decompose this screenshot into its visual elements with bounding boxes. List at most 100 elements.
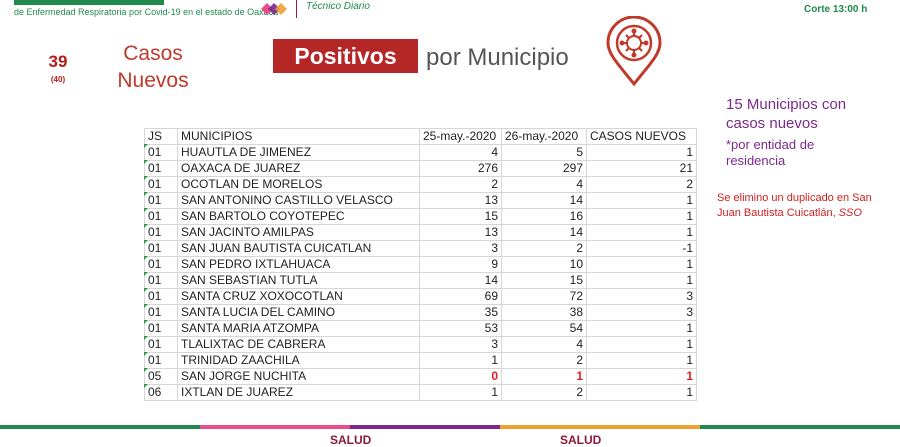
col-header-new-cases: CASOS NUEVOS — [586, 128, 697, 145]
cell-js: 01 — [144, 272, 178, 289]
footer-logo-salud-state: SALUD — [560, 433, 602, 447]
cell-date2: 1 — [501, 368, 587, 385]
cell-js: 01 — [144, 144, 178, 161]
cell-new-cases: 1 — [586, 224, 697, 241]
table-row: 05 SAN JORGE NUCHITA 0 1 1 — [144, 368, 697, 385]
cell-js: 05 — [144, 368, 178, 385]
cell-new-cases: 3 — [586, 304, 697, 321]
table-row: 01 OCOTLAN DE MORELOS 2 4 2 — [144, 176, 697, 193]
cell-municipio: IXTLAN DE JUAREZ — [177, 384, 420, 401]
cell-js: 01 — [144, 240, 178, 257]
cell-municipio: SANTA MARIA ATZOMPA — [177, 320, 420, 337]
cell-municipio: SANTA CRUZ XOXOCOTLAN — [177, 288, 420, 305]
header-banner — [14, 0, 164, 5]
cell-date2: 2 — [501, 352, 587, 369]
cell-js: 01 — [144, 336, 178, 353]
cell-js: 01 — [144, 304, 178, 321]
cell-js: 01 — [144, 352, 178, 369]
new-cases-count: 39 — [48, 52, 68, 71]
cell-date2: 38 — [501, 304, 587, 321]
cell-date2: 4 — [501, 176, 587, 193]
cell-js: 01 — [144, 224, 178, 241]
cell-municipio: SAN JACINTO AMILPAS — [177, 224, 420, 241]
cell-new-cases: 1 — [586, 256, 697, 273]
table-row: 01 TRINIDAD ZAACHILA 1 2 1 — [144, 352, 697, 369]
new-cases-label-line2: Nuevos — [117, 69, 189, 92]
header-divider — [296, 0, 297, 18]
report-subtitle: de Enfermedad Respiratoria por Covid-19 … — [14, 7, 279, 17]
cell-date1: 15 — [419, 208, 502, 225]
cell-municipio: OAXACA DE JUAREZ — [177, 160, 420, 177]
table-row: 01 SANTA MARIA ATZOMPA 53 54 1 — [144, 320, 697, 337]
cell-date1: 2 — [419, 176, 502, 193]
cell-new-cases: 1 — [586, 144, 697, 161]
cell-date2: 16 — [501, 208, 587, 225]
cell-js: 01 — [144, 288, 178, 305]
cell-municipio: SAN SEBASTIAN TUTLA — [177, 272, 420, 289]
col-header-date2: 26-may.-2020 — [501, 128, 587, 145]
table-row: 01 SANTA LUCIA DEL CAMINO 35 38 3 — [144, 304, 697, 321]
cell-date1: 3 — [419, 336, 502, 353]
cell-js: 01 — [144, 320, 178, 337]
cell-date2: 14 — [501, 224, 587, 241]
cell-date1: 4 — [419, 144, 502, 161]
cell-date1: 276 — [419, 160, 502, 177]
cell-date1: 0 — [419, 368, 502, 385]
cell-municipio: SAN ANTONINO CASTILLO VELASCO — [177, 192, 420, 209]
table-row: 01 HUAUTLA DE JIMENEZ 4 5 1 — [144, 144, 697, 161]
cell-date1: 13 — [419, 224, 502, 241]
col-header-date1: 25-may.-2020 — [419, 128, 502, 145]
cell-date1: 35 — [419, 304, 502, 321]
residence-note: *por entidad de residencia — [726, 137, 815, 168]
cell-date1: 13 — [419, 192, 502, 209]
cell-new-cases: 2 — [586, 176, 697, 193]
cell-date1: 1 — [419, 384, 502, 401]
cell-municipio: SAN JUAN BAUTISTA CUICATLAN — [177, 240, 420, 257]
cell-date1: 69 — [419, 288, 502, 305]
cell-js: 01 — [144, 160, 178, 177]
table-row: 01 SAN SEBASTIAN TUTLA 14 15 1 — [144, 272, 697, 289]
col-header-municipio: MUNICIPIOS — [177, 128, 420, 145]
table-row: 01 SAN JACINTO AMILPAS 13 14 1 — [144, 224, 697, 241]
cell-date2: 4 — [501, 336, 587, 353]
cell-date1: 14 — [419, 272, 502, 289]
cell-new-cases: 1 — [586, 192, 697, 209]
cell-js: 06 — [144, 384, 178, 401]
cell-date2: 14 — [501, 192, 587, 209]
government-logo-icon — [261, 3, 287, 15]
cell-date2: 2 — [501, 384, 587, 401]
cell-date2: 2 — [501, 240, 587, 257]
cell-new-cases: 1 — [586, 368, 697, 385]
cell-new-cases: 1 — [586, 352, 697, 369]
cell-new-cases: 1 — [586, 336, 697, 353]
cell-new-cases: 1 — [586, 384, 697, 401]
new-cases-label: Casos Nuevos — [108, 40, 198, 94]
correction-source: SSO — [838, 207, 862, 219]
cell-municipio: TLALIXTAC DE CABRERA — [177, 336, 420, 353]
cell-date2: 15 — [501, 272, 587, 289]
new-cases-label-line1: Casos — [123, 42, 183, 65]
table-row: 01 OAXACA DE JUAREZ 276 297 21 — [144, 160, 697, 177]
title-rest: por Municipio — [426, 44, 569, 71]
municipios-table: JS MUNICIPIOS 25-may.-2020 26-may.-2020 … — [144, 128, 697, 401]
cell-date1: 53 — [419, 320, 502, 337]
correction-note: Se elimino un duplicado en San Juan Baut… — [717, 191, 897, 221]
cell-date2: 54 — [501, 320, 587, 337]
footer-logo-salud: SALUD — [330, 433, 372, 447]
table-row: 01 SAN PEDRO IXTLAHUACA 9 10 1 — [144, 256, 697, 273]
title-highlight: Positivos — [273, 39, 418, 73]
cell-new-cases: 1 — [586, 320, 697, 337]
cell-js: 01 — [144, 208, 178, 225]
cell-date1: 1 — [419, 352, 502, 369]
table-row: 01 SAN ANTONINO CASTILLO VELASCO 13 14 1 — [144, 192, 697, 209]
table-row: 01 SANTA CRUZ XOXOCOTLAN 69 72 3 — [144, 288, 697, 305]
correction-text: Se elimino un duplicado en San Juan Baut… — [717, 192, 872, 219]
cell-js: 01 — [144, 176, 178, 193]
table-row: 06 IXTLAN DE JUAREZ 1 2 1 — [144, 384, 697, 401]
cell-municipio: SAN BARTOLO COYOTEPEC — [177, 208, 420, 225]
previous-count: (40) — [50, 75, 66, 84]
cell-new-cases: 1 — [586, 272, 697, 289]
cell-js: 01 — [144, 256, 178, 273]
footer-color-bar — [0, 425, 900, 429]
table-row: 01 TLALIXTAC DE CABRERA 3 4 1 — [144, 336, 697, 353]
